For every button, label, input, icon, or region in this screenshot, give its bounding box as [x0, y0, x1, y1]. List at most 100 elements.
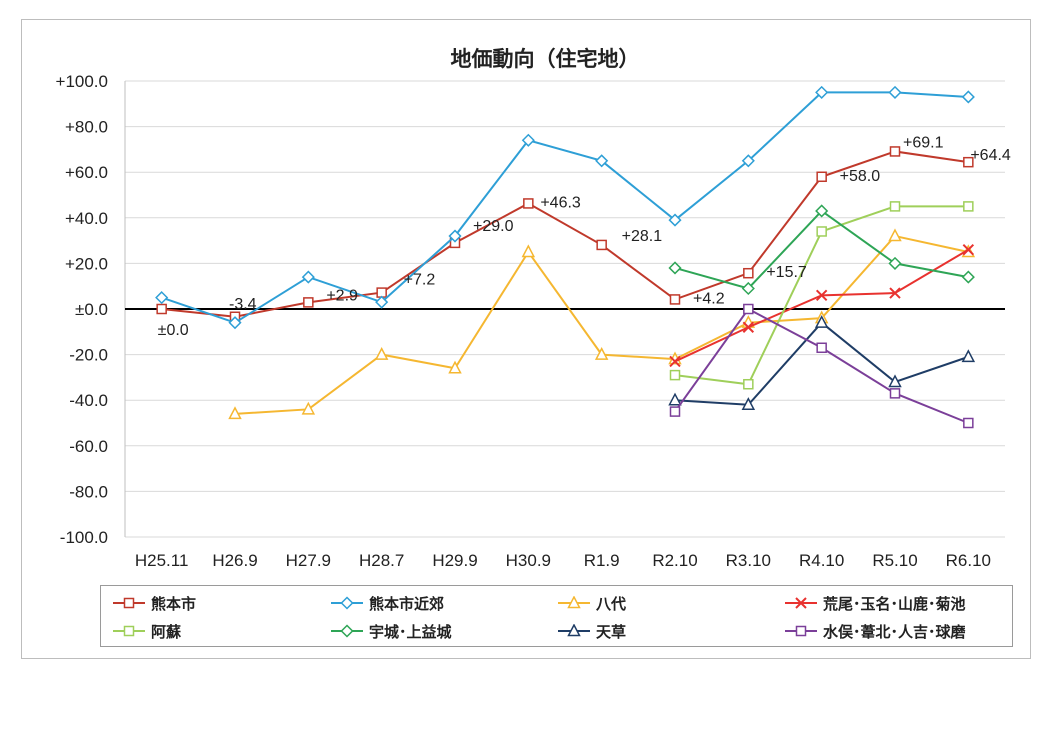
legend-swatch: [331, 624, 363, 638]
data-point: [963, 417, 974, 429]
x-tick-label: R1.9: [584, 551, 620, 570]
data-point: [668, 261, 682, 275]
data-point: [742, 321, 755, 333]
data-label: +28.1: [622, 228, 663, 245]
data-point: [888, 256, 902, 270]
x-tick-label: H28.7: [359, 551, 404, 570]
data-label: +4.2: [693, 290, 725, 307]
y-tick-label: ±0.0: [75, 300, 108, 319]
data-point: [743, 378, 754, 390]
series-3: [669, 244, 975, 368]
legend-item: 熊本市: [111, 590, 196, 616]
series-6: [668, 315, 976, 411]
data-point: [961, 349, 976, 363]
data-point: [741, 397, 756, 411]
y-tick-label: -80.0: [69, 482, 108, 501]
legend-label: 八代: [596, 594, 627, 613]
data-point: [743, 303, 754, 315]
data-point: [889, 287, 901, 299]
x-tick-label: R5.10: [872, 551, 917, 570]
data-point: [815, 289, 828, 302]
data-point: [374, 346, 389, 360]
data-point: [889, 146, 901, 157]
data-point: [669, 355, 681, 368]
data-point: [816, 226, 827, 237]
x-tick-label: H26.9: [212, 551, 257, 570]
legend-label: 水俣･葦北･人吉･球磨: [823, 622, 966, 641]
data-point: [888, 228, 902, 242]
data-point: [962, 244, 975, 256]
legend-swatch: [113, 625, 145, 637]
x-tick-label: H29.9: [432, 551, 477, 570]
data-label: +2.9: [326, 287, 358, 304]
data-label: +7.2: [404, 272, 436, 289]
data-point: [669, 294, 681, 305]
data-point: [669, 369, 681, 381]
legend-label: 宇城･上益城: [369, 622, 452, 641]
data-point: [155, 291, 169, 305]
legend-swatch: [113, 597, 145, 609]
data-label: ±0.0: [158, 322, 189, 339]
data-point: [961, 90, 975, 104]
data-point: [743, 267, 754, 279]
data-point: [888, 85, 902, 99]
data-point: [963, 201, 974, 212]
chart-frame: [21, 19, 1031, 659]
data-label: +64.4: [970, 147, 1011, 164]
legend-label: 天草: [596, 622, 627, 641]
data-point: [301, 270, 315, 284]
legend-item: 宇城･上益城: [329, 618, 452, 644]
data-point: [448, 360, 462, 374]
data-point: [669, 406, 681, 417]
legend-label: 熊本市: [151, 594, 197, 613]
data-point: [448, 229, 462, 243]
data-point: [668, 213, 682, 227]
data-point: [595, 154, 609, 168]
data-point: [889, 388, 901, 399]
data-label: +58.0: [840, 168, 881, 185]
data-point: [741, 281, 755, 296]
x-tick-label: H30.9: [506, 551, 551, 570]
y-tick-label: +80.0: [65, 118, 108, 137]
legend-swatch: [558, 596, 590, 609]
legend: 熊本市 熊本市近郊 八代 荒尾･玉名･山鹿･菊池阿蘇 宇城･上益城 天草 水俣･葦北･人吉･…: [100, 585, 1013, 647]
series-line: [161, 91, 969, 324]
data-point: [963, 156, 974, 168]
x-tick-label: R3.10: [726, 551, 771, 570]
legend-swatch: [785, 625, 817, 637]
data-point: [961, 270, 975, 284]
data-label: -3.4: [229, 296, 257, 313]
series-7: [669, 303, 974, 429]
gridlines: [125, 80, 1005, 538]
y-tick-label: -40.0: [69, 391, 108, 410]
series-5: [668, 204, 975, 296]
data-labels: ±0.0 -3.4 +2.9 +7.2 +29.0 +46.3 +28.1 +4.2 +15.7…: [158, 134, 1011, 339]
series-line: [161, 150, 969, 318]
data-point: [228, 406, 242, 420]
data-point: [156, 303, 167, 315]
y-tick-label: +100.0: [56, 72, 108, 91]
legend-label: 荒尾･玉名･山鹿･菊池: [823, 594, 966, 613]
y-tick-label: -20.0: [69, 346, 108, 365]
legend-item: 荒尾･玉名･山鹿･菊池: [783, 590, 966, 616]
data-point: [816, 171, 827, 183]
y-tick-label: +40.0: [65, 209, 108, 228]
data-point: [301, 401, 316, 415]
data-point: [815, 204, 829, 218]
series-line: [674, 321, 969, 406]
x-tick-label: H25.11: [135, 551, 189, 570]
legend-item: 熊本市近郊: [329, 590, 444, 616]
x-tick-label: R6.10: [946, 551, 991, 570]
legend-item: 阿蘇: [111, 618, 181, 644]
data-point: [814, 315, 829, 328]
y-tick-label: +60.0: [65, 163, 108, 182]
data-label: +29.0: [473, 218, 514, 235]
legend-item: 水俣･葦北･人吉･球磨: [783, 618, 966, 644]
data-point: [889, 201, 901, 212]
series: [155, 85, 976, 429]
data-point: [816, 342, 827, 354]
data-label: +46.3: [540, 194, 581, 211]
data-point: [594, 346, 609, 360]
x-tick-label: H27.9: [286, 551, 331, 570]
